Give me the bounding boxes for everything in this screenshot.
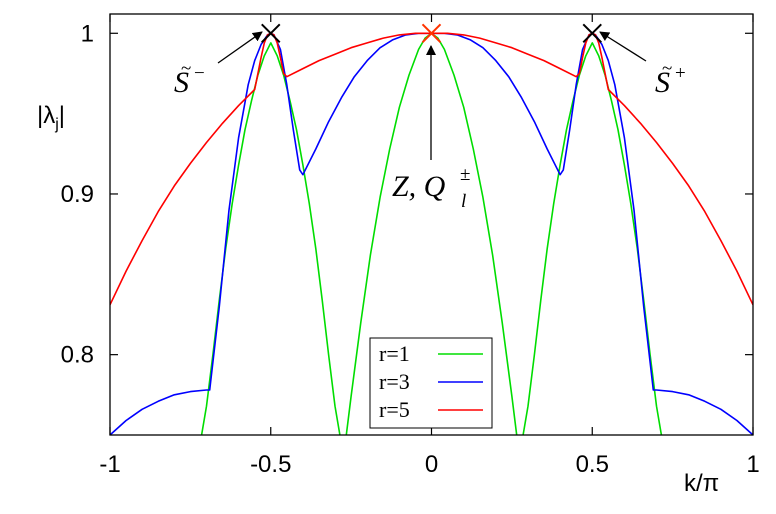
y-tick-label-2: 1 bbox=[81, 20, 94, 47]
x-axis-label: k/π bbox=[684, 470, 719, 497]
zq-prefix: Z, Q bbox=[392, 170, 446, 203]
legend-label-r3: r=3 bbox=[379, 369, 410, 394]
x-tick-label-2: 0 bbox=[425, 451, 438, 478]
legend: r=1 r=3 r=5 bbox=[369, 337, 493, 429]
s-plus-tilde: ~ bbox=[662, 58, 672, 79]
s-minus-sup: − bbox=[194, 63, 205, 84]
s-minus-arrow bbox=[217, 31, 263, 64]
marker-layer bbox=[261, 23, 602, 43]
x-tick-label-3: 0.5 bbox=[576, 451, 609, 478]
x-tick-label-0: -1 bbox=[99, 451, 120, 478]
s-plus-arrow bbox=[599, 31, 647, 62]
zq-sub: l bbox=[461, 191, 466, 212]
legend-box bbox=[369, 337, 493, 429]
point-marker-1 bbox=[582, 23, 602, 43]
series-line-r1-seg2 bbox=[522, 42, 663, 435]
x-tick-label-4: 1 bbox=[746, 451, 759, 478]
x-tick-label-1: -0.5 bbox=[250, 451, 291, 478]
series-line-r1-seg0 bbox=[200, 42, 341, 435]
tick-layer: -1 -0.5 0 0.5 1 0.8 0.9 1 bbox=[61, 14, 760, 478]
y-axis-label-sub: j bbox=[54, 116, 59, 133]
annotation-s-plus: S ~ + bbox=[655, 58, 686, 99]
s-plus-base: S bbox=[655, 66, 670, 99]
y-axis-label: |λj| bbox=[37, 102, 65, 133]
legend-label-r1: r=1 bbox=[379, 341, 410, 366]
s-minus-base: S bbox=[174, 66, 189, 99]
y-tick-label-1: 0.9 bbox=[61, 181, 94, 208]
y-axis-label-main: |λ bbox=[37, 102, 55, 129]
s-plus-sup: + bbox=[675, 63, 686, 84]
annotation-s-minus: S ~ − bbox=[174, 58, 205, 99]
s-minus-tilde: ~ bbox=[181, 58, 191, 79]
y-axis-label-end: | bbox=[59, 102, 65, 129]
zq-sup: ± bbox=[460, 164, 470, 185]
legend-label-r5: r=5 bbox=[379, 397, 410, 422]
point-marker-2 bbox=[421, 23, 442, 43]
annotation-zq: Z, Q ± l bbox=[392, 164, 470, 212]
point-marker-0 bbox=[261, 23, 281, 43]
y-tick-label-0: 0.8 bbox=[61, 342, 94, 369]
